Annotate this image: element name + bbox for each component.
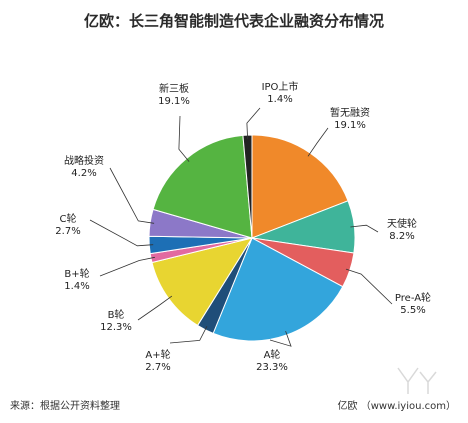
watermark-logo-icon — [397, 367, 437, 394]
slice-name-label: A+轮 — [145, 348, 170, 361]
leader-line — [350, 224, 379, 233]
chart-title: 亿欧：长三角智能制造代表企业融资分布情况 — [83, 12, 384, 30]
slice-value-label: 4.2% — [71, 168, 96, 179]
slice-value-label: 5.5% — [400, 305, 425, 316]
slice-name-label: 暂无融资 — [330, 107, 370, 119]
slice-name-label: C轮 — [60, 212, 77, 225]
slice-value-label: 2.7% — [145, 362, 170, 373]
leader-line — [345, 268, 393, 305]
slice-name-label: 新三板 — [159, 82, 189, 95]
leader-line — [246, 107, 261, 140]
leader-line — [137, 295, 173, 321]
slice-value-label: 1.4% — [267, 94, 292, 105]
leader-line — [169, 326, 208, 344]
leader-line — [109, 167, 155, 224]
leader-line — [178, 115, 190, 162]
slice-name-label: 战略投资 — [64, 154, 104, 167]
slice-name-label: A轮 — [264, 348, 281, 361]
leader-line — [307, 127, 329, 157]
slice-value-label: 23.3% — [256, 362, 288, 373]
credit-note: 亿欧 （www.iyiou.com） — [337, 401, 456, 412]
source-note: 来源：根据公开资料整理 — [10, 401, 120, 412]
leader-line — [269, 330, 292, 347]
slice-value-label: 2.7% — [55, 226, 80, 237]
slice-value-label: 8.2% — [389, 231, 414, 242]
slice-name-label: Pre-A轮 — [395, 291, 431, 304]
slice-value-label: 1.4% — [64, 281, 89, 292]
slice-name-label: IPO上市 — [262, 80, 299, 93]
slice-name-label: B轮 — [108, 308, 125, 321]
slice-name-label: 天使轮 — [387, 217, 417, 230]
leader-line — [99, 256, 155, 277]
slice-name-label: B+轮 — [64, 267, 89, 280]
slice-value-label: 19.1% — [158, 96, 190, 107]
slice-value-label: 19.1% — [334, 120, 366, 131]
slice-value-label: 12.3% — [100, 322, 132, 333]
leader-line — [89, 219, 154, 247]
